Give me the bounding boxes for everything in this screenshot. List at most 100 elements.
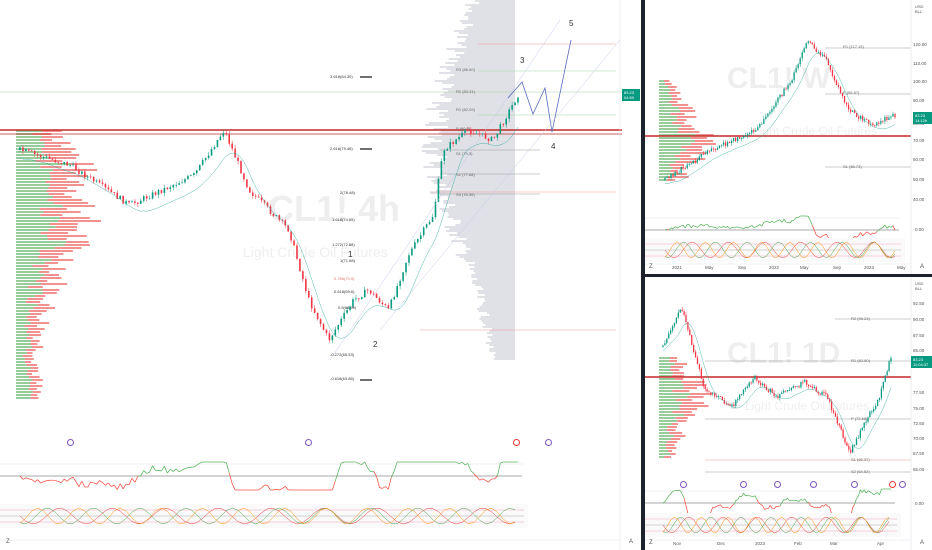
volume-profile-bar [446,156,515,158]
event-marker-icon[interactable] [899,481,906,488]
volume-profile-bar [447,212,515,214]
volume-profile-bar [44,154,80,156]
candle-body [844,437,846,443]
indicator-line [172,468,177,472]
pane-separator-horizontal[interactable] [645,274,932,277]
weekly-pivot-label: P (96.87) [843,90,860,95]
weekly-chart-canvas[interactable] [645,0,932,274]
weekly-corner-z[interactable]: Z [649,264,653,270]
indicator-line [279,488,283,491]
daily-chart-pane[interactable]: CL1! 1D Light Crude Oil Futures USD BLL … [645,277,932,550]
candle-body [490,136,493,141]
candle-body [815,48,817,52]
candle-body [779,393,781,398]
volume-profile-bar [29,313,42,315]
volume-profile-bar [443,202,515,204]
volume-profile-bar [39,271,50,273]
candle-body [742,389,745,395]
volume-profile-bar [466,38,515,40]
candle-body [434,201,437,218]
indicator-line [856,235,859,238]
indicator-line [370,470,374,473]
main-auto-scale-button[interactable]: A [629,539,634,545]
indicator-line [108,482,112,487]
candle-body [741,137,743,139]
daily-corner-z[interactable]: Z [649,540,653,546]
indicator-line [140,470,145,476]
indicator-line [826,234,829,239]
daily-auto-scale-button[interactable]: A [920,540,925,546]
candle-body [728,141,731,144]
volume-profile-bar [441,170,515,172]
event-marker-icon[interactable] [305,439,312,446]
candle-body [851,110,854,112]
main-corner-z[interactable]: Z [6,539,10,545]
candle-body [868,119,870,124]
indicator-line [149,465,153,473]
indicator-line [860,489,863,493]
indicator-line [713,226,716,228]
event-marker-icon[interactable] [740,481,747,488]
indicator-line [60,478,65,483]
volume-profile-bar [468,16,515,18]
main-chart-canvas[interactable] [0,0,641,550]
volume-profile-bar [677,420,687,422]
indicator-line [93,482,97,485]
event-marker-icon[interactable] [851,481,858,488]
indicator-line [879,489,882,495]
indicator-line [125,483,130,486]
candle-body [160,190,163,193]
candle-body [796,386,798,388]
oscillator-line [662,516,890,533]
indicator-line [662,501,666,504]
candle-body [861,427,863,431]
event-marker-icon[interactable] [513,439,520,446]
indicator-line [749,225,752,227]
daily-time-label: Feb [794,541,802,546]
event-marker-icon[interactable] [545,439,552,446]
main-chart-pane[interactable]: CL1! 4h Light Crude Oil Futures 1 2 3 4 … [0,0,641,550]
candle-body [848,445,850,450]
indicator-line [789,220,793,224]
volume-profile-bar [493,358,515,360]
volume-profile-bar [16,262,45,264]
candle-body [874,125,876,127]
indicator-line [131,478,136,483]
volume-profile-bar [32,346,44,348]
indicator-line [701,223,704,227]
event-marker-icon[interactable] [680,481,687,488]
candle-body [773,392,775,397]
volume-profile-bar [16,196,54,198]
event-marker-icon[interactable] [67,439,74,446]
volume-profile-bar [435,178,515,180]
indicator-line [341,461,345,464]
indicator-line [787,222,791,224]
event-marker-icon[interactable] [774,481,781,488]
pane-separator[interactable] [641,0,645,550]
daily-chart-canvas[interactable] [645,277,932,550]
indicator-line [874,231,878,234]
indicator-line [867,490,871,493]
indicator-line [741,492,744,497]
indicator-line [827,506,830,508]
indicator-line [758,502,761,505]
indicator-line [807,216,811,221]
candle-body [833,76,836,81]
weekly-auto-scale-button[interactable]: A [920,264,925,270]
candle-body [714,149,717,150]
volume-profile-bar [464,14,515,16]
weekly-chart-pane[interactable]: CL1! W Light Crude Oil Futures USD BLL 1… [645,0,932,274]
candle-body [888,361,890,372]
candle-body [827,59,830,66]
candle-body [698,364,701,369]
volume-profile-bar [16,172,50,174]
volume-profile-bar [16,319,28,321]
event-marker-icon[interactable] [889,481,896,488]
event-marker-icon[interactable] [810,481,817,488]
candle-body [428,221,431,225]
pivot-label: S2 (77.68) [456,172,475,177]
candle-body [366,289,369,291]
candle-body [758,380,760,383]
candle-body [107,187,110,190]
candle-body [481,133,484,135]
